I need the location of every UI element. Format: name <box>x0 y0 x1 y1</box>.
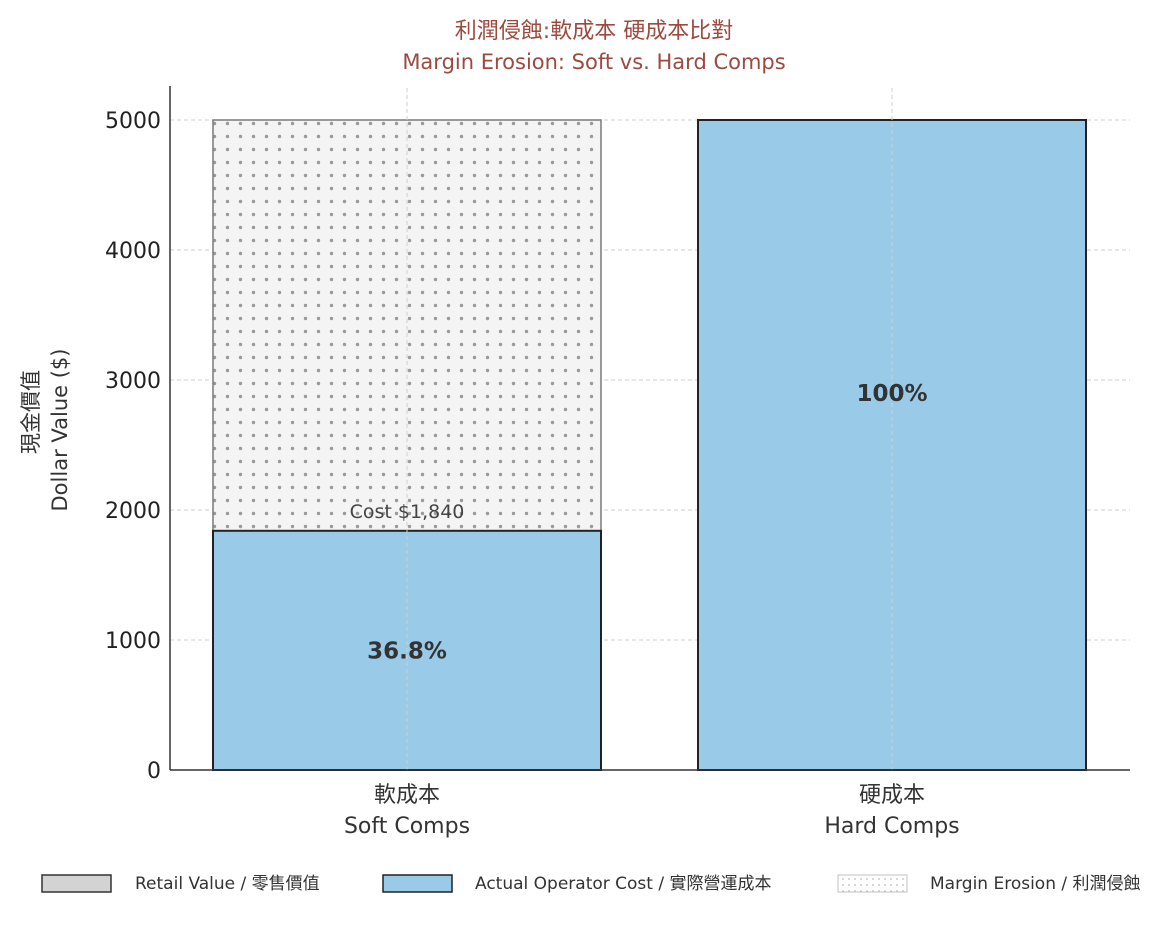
y-tick-label: 3000 <box>105 369 161 394</box>
x-category-label-en: Soft Comps <box>344 814 470 839</box>
bar-percent-label: 36.8% <box>367 638 447 664</box>
bars <box>212 119 1087 771</box>
x-category-label-zh: 硬成本 <box>859 783 925 808</box>
y-tick-label: 1000 <box>105 629 161 654</box>
y-tick-label: 5000 <box>105 109 161 134</box>
y-tick-label: 0 <box>147 759 161 784</box>
y-axis-label-en: Dollar Value ($) <box>48 349 72 512</box>
chart-subtitle: Margin Erosion: Soft vs. Hard Comps <box>402 50 785 74</box>
cost-annotation: Cost $1,840 <box>350 501 465 523</box>
x-category-label-zh: 軟成本 <box>374 783 440 808</box>
bar-percent-label: 100% <box>856 381 927 407</box>
vertical-gridlines <box>406 88 893 770</box>
legend-swatch <box>382 874 453 893</box>
y-tick-label: 4000 <box>105 239 161 264</box>
legend-label: Actual Operator Cost / 實際營運成本 <box>475 874 772 894</box>
legend-label: Margin Erosion / 利潤侵蝕 <box>930 874 1141 894</box>
chart-title: 利潤侵蝕:軟成本 硬成本比對 <box>455 19 733 44</box>
data-labels: 36.8% 100% Cost $1,840 <box>350 381 928 664</box>
axes: 0 1000 2000 3000 4000 5000 軟成本 Soft Comps 硬成本 Har… <box>105 86 1130 839</box>
y-axis-label-zh: 現金價值 <box>19 370 43 454</box>
y-tick-label: 2000 <box>105 499 161 524</box>
legend: Retail Value / 零售價值 Actual Operator Cost … <box>41 874 1141 894</box>
legend-swatch <box>837 874 908 893</box>
legend-label: Retail Value / 零售價值 <box>135 874 320 894</box>
x-category-label-en: Hard Comps <box>824 814 959 839</box>
legend-swatch <box>41 874 112 893</box>
